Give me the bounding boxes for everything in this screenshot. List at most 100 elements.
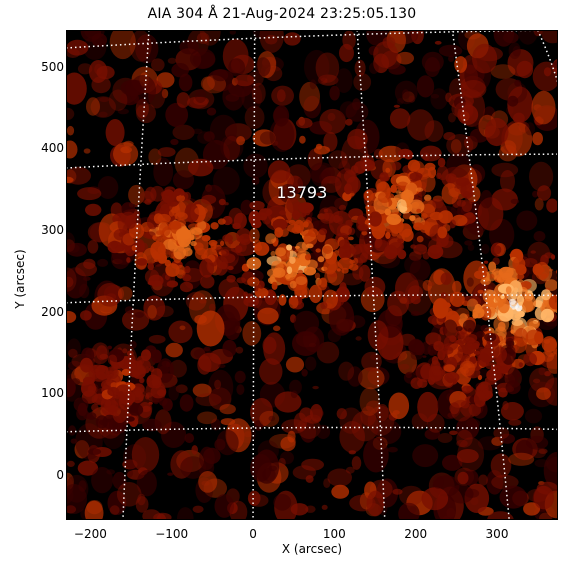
network-blob	[450, 139, 462, 154]
plage-south-east-network	[112, 420, 119, 429]
aia-304-image	[66, 30, 558, 520]
network-blob	[122, 309, 150, 331]
network-blob	[458, 89, 486, 127]
plage-west-limb-plage	[505, 286, 512, 294]
plage-east-plage	[110, 240, 118, 249]
plage-east-plage	[166, 280, 179, 288]
network-blob	[409, 259, 431, 281]
plage-west-limb-plage	[512, 257, 526, 271]
network-blob	[360, 406, 377, 426]
plage-central-ar	[303, 221, 309, 228]
plage-south-west-plage	[490, 363, 498, 371]
network-blob	[442, 454, 463, 471]
network-blob	[131, 437, 160, 473]
network-blob	[91, 33, 108, 47]
network-blob	[369, 62, 379, 74]
plage-east-plage	[201, 254, 208, 260]
network-blob	[234, 370, 246, 384]
plage-east-plage	[183, 247, 193, 257]
y-tick-label: 200	[41, 304, 64, 319]
network-blob	[148, 334, 166, 344]
network-blob	[84, 30, 105, 40]
plage-west-limb-plage	[452, 280, 462, 294]
network-blob	[161, 88, 169, 99]
credit-label: SolarMonitor.org	[387, 532, 544, 554]
network-blob	[196, 310, 225, 347]
plage-south-west-plage	[415, 342, 425, 356]
plage-central-ar	[288, 219, 296, 225]
network-blob	[179, 325, 186, 331]
network-blob	[421, 51, 444, 72]
network-blob	[66, 39, 89, 56]
network-blob	[251, 82, 266, 104]
network-blob	[185, 291, 207, 311]
plage-small-bright-knot	[401, 228, 414, 242]
network-blob	[112, 471, 127, 490]
network-blob	[456, 449, 479, 463]
network-blob	[417, 391, 439, 423]
network-blob	[244, 105, 265, 130]
network-blob	[335, 68, 353, 93]
plage-south-east-network	[130, 364, 146, 376]
network-blob	[347, 128, 368, 150]
network-blob	[265, 34, 278, 45]
network-blob	[199, 299, 207, 304]
network-blob	[309, 79, 317, 90]
network-blob	[424, 428, 441, 440]
network-blob	[192, 128, 203, 134]
network-blob	[541, 30, 558, 44]
plage-south-west-plage	[410, 377, 423, 390]
network-blob	[523, 502, 541, 516]
network-blob	[309, 162, 335, 184]
network-blob	[192, 51, 216, 69]
plage-central-ar	[320, 301, 328, 310]
plage-west-limb-plage	[450, 291, 465, 307]
network-blob	[359, 387, 380, 416]
plage-west-limb-plage	[482, 289, 495, 304]
network-blob	[74, 440, 90, 459]
plage-south-west-plage	[444, 372, 460, 383]
network-blob	[117, 286, 133, 301]
network-blob	[543, 451, 558, 490]
plage-east-plage	[121, 202, 136, 216]
network-blob	[546, 456, 558, 473]
plage-small-bright-knot	[386, 213, 402, 225]
network-blob	[533, 231, 546, 242]
network-blob	[532, 190, 539, 198]
network-blob	[510, 198, 520, 204]
plage-east-plage	[148, 274, 164, 287]
plage-central-ar	[294, 219, 305, 234]
plage-west-limb-plage	[518, 362, 523, 368]
plage-west-limb-plage	[489, 274, 495, 279]
network-blob	[323, 478, 331, 488]
plage-small-bright-knot	[377, 225, 387, 233]
network-blob	[387, 446, 398, 453]
network-blob	[331, 176, 342, 187]
network-blob	[113, 142, 139, 166]
plage-east-plage	[160, 195, 174, 212]
network-blob	[136, 470, 157, 497]
network-blob	[218, 364, 226, 368]
network-blob	[220, 418, 236, 426]
network-blob	[135, 496, 149, 513]
plage-central-ar	[278, 294, 287, 306]
network-blob	[467, 244, 475, 251]
network-blob	[262, 468, 276, 482]
network-blob	[460, 80, 487, 99]
network-blob	[68, 425, 77, 436]
network-blob	[437, 433, 453, 443]
plage-central-ar	[336, 223, 352, 239]
plage-central-ar	[308, 228, 319, 238]
plage-small-bright-knot	[397, 238, 404, 244]
network-blob	[305, 356, 317, 371]
plage-central-ar	[317, 278, 328, 291]
network-blob	[305, 475, 314, 483]
plage-central-ar	[272, 218, 288, 231]
plage-south-west-plage	[493, 346, 507, 363]
network-blob	[129, 30, 152, 62]
plage-west-limb-plage	[483, 260, 489, 264]
plage-south-west-plage	[455, 326, 463, 332]
plage-east-plage	[168, 221, 182, 230]
plage-east-plage	[201, 235, 211, 242]
plage-east-plage	[217, 218, 226, 225]
